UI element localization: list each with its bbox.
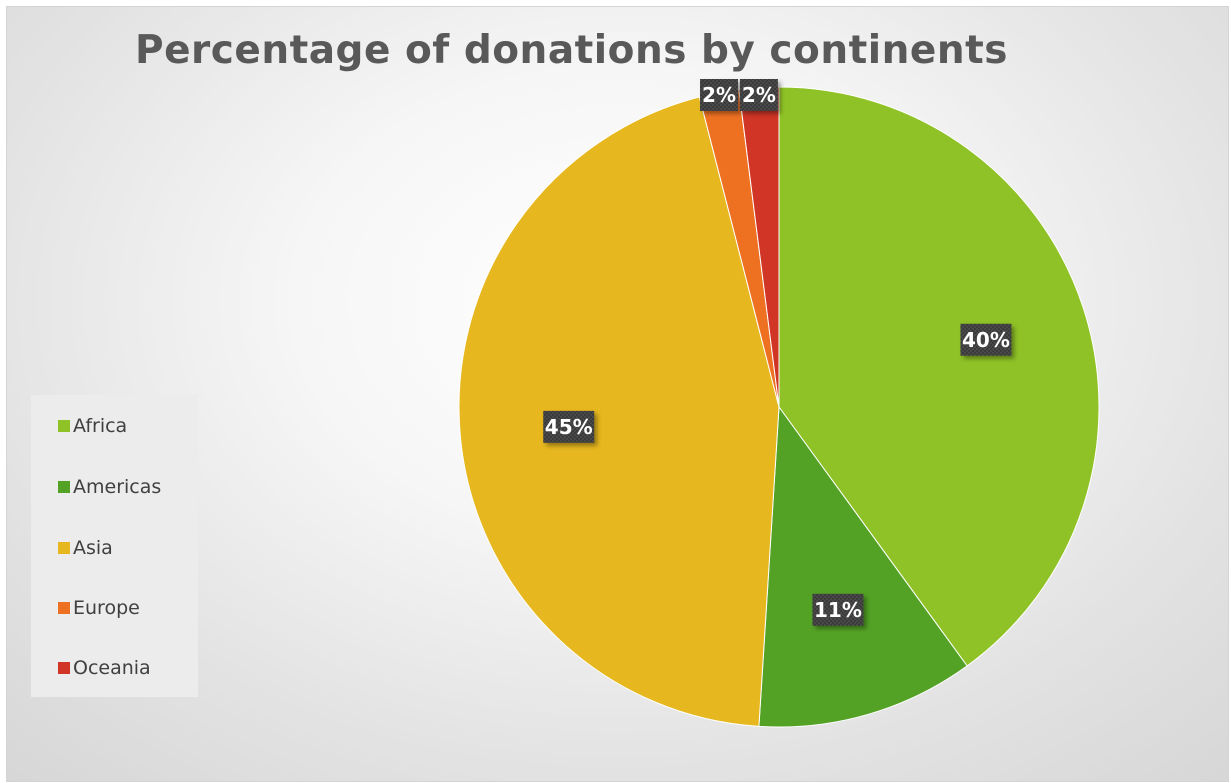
legend-label-oceania: Oceania xyxy=(73,657,151,679)
data-label-box-oceania xyxy=(739,79,778,111)
legend-swatch-africa xyxy=(58,420,70,432)
legend-item-americas[interactable]: Americas xyxy=(58,476,161,498)
data-label-text-oceania: 2% xyxy=(742,83,776,107)
pie-data-labels: 40% 11% 45% 2% 2% xyxy=(543,79,1012,626)
data-label-africa: 40% xyxy=(960,323,1012,356)
legend-item-africa[interactable]: Africa xyxy=(58,415,127,437)
legend-swatch-americas xyxy=(58,481,70,493)
data-label-box-asia xyxy=(543,410,595,443)
data-label-oceania: 2% xyxy=(739,79,778,111)
legend-label-asia: Asia xyxy=(73,537,113,559)
pie-slices xyxy=(458,86,1100,728)
data-label-box-africa xyxy=(960,323,1012,356)
legend-swatch-asia xyxy=(58,542,70,554)
legend-swatch-oceania xyxy=(58,662,70,674)
data-label-europe: 2% xyxy=(700,79,739,111)
legend-swatch-europe xyxy=(58,602,70,614)
data-label-asia: 45% xyxy=(543,410,595,443)
pie-slice-africa[interactable] xyxy=(778,86,1100,667)
legend-item-oceania[interactable]: Oceania xyxy=(58,657,151,679)
pie-slice-americas[interactable] xyxy=(758,405,968,728)
data-label-box-europe xyxy=(700,79,739,111)
data-label-text-europe: 2% xyxy=(702,83,736,107)
legend-label-americas: Americas xyxy=(73,476,162,498)
legend-label-africa: Africa xyxy=(73,415,128,437)
legend: Africa Americas Asia Europe Oceania xyxy=(31,395,198,697)
data-label-text-asia: 45% xyxy=(545,415,593,439)
legend-item-asia[interactable]: Asia xyxy=(58,537,113,559)
chart-title: Percentage of donations by continents xyxy=(135,28,1008,73)
legend-item-europe[interactable]: Europe xyxy=(58,597,140,619)
legend-label-europe: Europe xyxy=(73,597,140,619)
data-label-box-americas xyxy=(812,593,864,626)
data-label-text-americas: 11% xyxy=(814,598,862,622)
data-label-americas: 11% xyxy=(812,593,864,626)
pie-slice-asia[interactable] xyxy=(458,96,780,727)
data-label-text-africa: 40% xyxy=(962,328,1010,352)
